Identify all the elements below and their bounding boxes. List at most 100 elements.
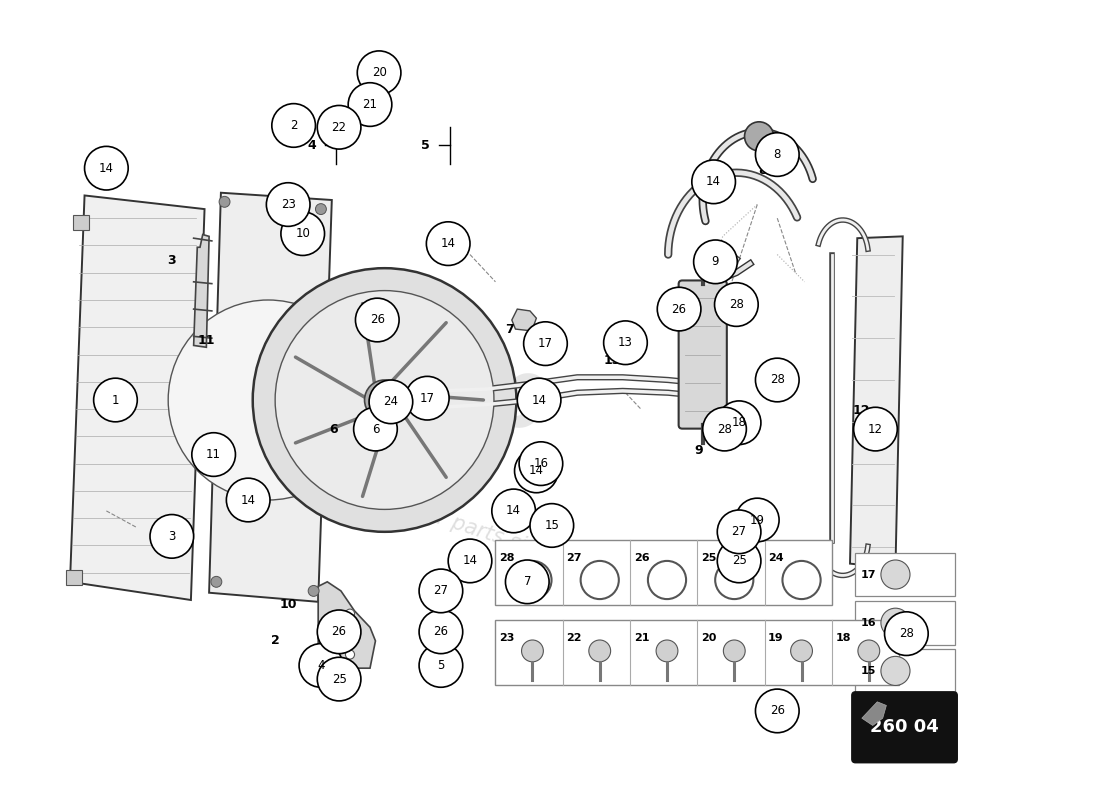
Text: 6: 6 [329, 422, 338, 435]
Text: 4: 4 [308, 139, 317, 152]
Text: 13: 13 [618, 336, 632, 350]
Bar [856, 553, 956, 596]
Circle shape [266, 182, 310, 226]
Text: 7: 7 [506, 322, 515, 335]
Circle shape [349, 82, 392, 126]
Circle shape [211, 576, 222, 587]
Circle shape [316, 204, 327, 214]
Text: 26: 26 [370, 314, 385, 326]
Circle shape [272, 104, 316, 147]
Text: 28: 28 [499, 553, 515, 563]
Text: 1: 1 [112, 394, 119, 406]
Circle shape [881, 656, 910, 686]
Text: 260 04: 260 04 [870, 718, 939, 736]
Circle shape [692, 160, 736, 204]
Text: 3: 3 [168, 530, 176, 543]
Circle shape [308, 586, 319, 596]
Circle shape [219, 196, 230, 207]
Text: 11: 11 [198, 334, 216, 347]
Circle shape [724, 640, 745, 662]
Polygon shape [70, 195, 205, 600]
Circle shape [604, 321, 647, 365]
Text: 14: 14 [241, 494, 255, 506]
Circle shape [150, 514, 194, 558]
Text: 14: 14 [531, 394, 547, 406]
Text: 23: 23 [499, 633, 515, 643]
Text: 22: 22 [331, 121, 346, 134]
Circle shape [717, 539, 761, 582]
Text: 4: 4 [317, 659, 324, 672]
Text: 11: 11 [206, 448, 221, 461]
Circle shape [694, 240, 737, 284]
Text: 28: 28 [770, 374, 784, 386]
Text: 27: 27 [732, 526, 747, 538]
Polygon shape [358, 402, 390, 422]
Text: 26: 26 [634, 553, 649, 563]
Text: 25: 25 [332, 673, 346, 686]
Circle shape [881, 560, 910, 589]
Circle shape [756, 689, 799, 733]
Text: 6: 6 [372, 422, 379, 435]
Circle shape [756, 358, 799, 402]
Text: 3: 3 [167, 254, 176, 266]
Text: 10: 10 [295, 227, 310, 240]
Text: 20: 20 [372, 66, 386, 79]
Text: 1: 1 [111, 392, 120, 405]
Text: 9: 9 [695, 443, 703, 457]
Circle shape [884, 612, 928, 655]
Circle shape [658, 287, 701, 331]
Polygon shape [512, 309, 537, 331]
Text: 10: 10 [279, 598, 297, 611]
Circle shape [406, 376, 449, 420]
Circle shape [317, 658, 361, 701]
Text: 8: 8 [758, 165, 767, 178]
Circle shape [355, 298, 399, 342]
Circle shape [492, 489, 536, 533]
Circle shape [881, 608, 910, 638]
Circle shape [345, 609, 354, 618]
Polygon shape [861, 702, 887, 726]
Circle shape [364, 380, 405, 420]
Circle shape [253, 268, 516, 532]
Text: 14: 14 [506, 505, 521, 518]
Circle shape [715, 282, 758, 326]
Text: 12: 12 [868, 422, 883, 435]
Text: 14: 14 [706, 175, 722, 188]
Text: 17: 17 [861, 570, 877, 579]
Circle shape [717, 401, 761, 445]
Text: europ: europ [240, 354, 551, 446]
Circle shape [419, 610, 463, 654]
Text: 28: 28 [899, 627, 914, 640]
Circle shape [419, 569, 463, 613]
Text: 19: 19 [750, 514, 764, 526]
Text: 28: 28 [717, 422, 732, 435]
Text: 5: 5 [421, 139, 430, 152]
Circle shape [345, 650, 354, 659]
Text: 12: 12 [852, 405, 870, 418]
Bar [495, 620, 899, 686]
Text: 27: 27 [433, 585, 449, 598]
Text: 21: 21 [634, 633, 649, 643]
Circle shape [703, 407, 747, 451]
Circle shape [317, 610, 361, 654]
FancyBboxPatch shape [679, 281, 727, 429]
Circle shape [717, 510, 761, 554]
Circle shape [227, 478, 270, 522]
Circle shape [280, 212, 324, 255]
Circle shape [85, 146, 129, 190]
Text: 27: 27 [566, 553, 582, 563]
Circle shape [736, 498, 779, 542]
Circle shape [419, 644, 463, 687]
Text: 18: 18 [836, 633, 851, 643]
Polygon shape [194, 234, 209, 347]
Text: 23: 23 [280, 198, 296, 211]
Circle shape [530, 504, 573, 547]
Circle shape [854, 407, 898, 451]
Text: 14: 14 [99, 162, 114, 174]
Text: 17: 17 [420, 392, 434, 405]
Text: 9: 9 [712, 255, 719, 268]
Circle shape [345, 627, 354, 636]
Circle shape [517, 378, 561, 422]
Circle shape [191, 433, 235, 476]
Circle shape [427, 222, 470, 266]
